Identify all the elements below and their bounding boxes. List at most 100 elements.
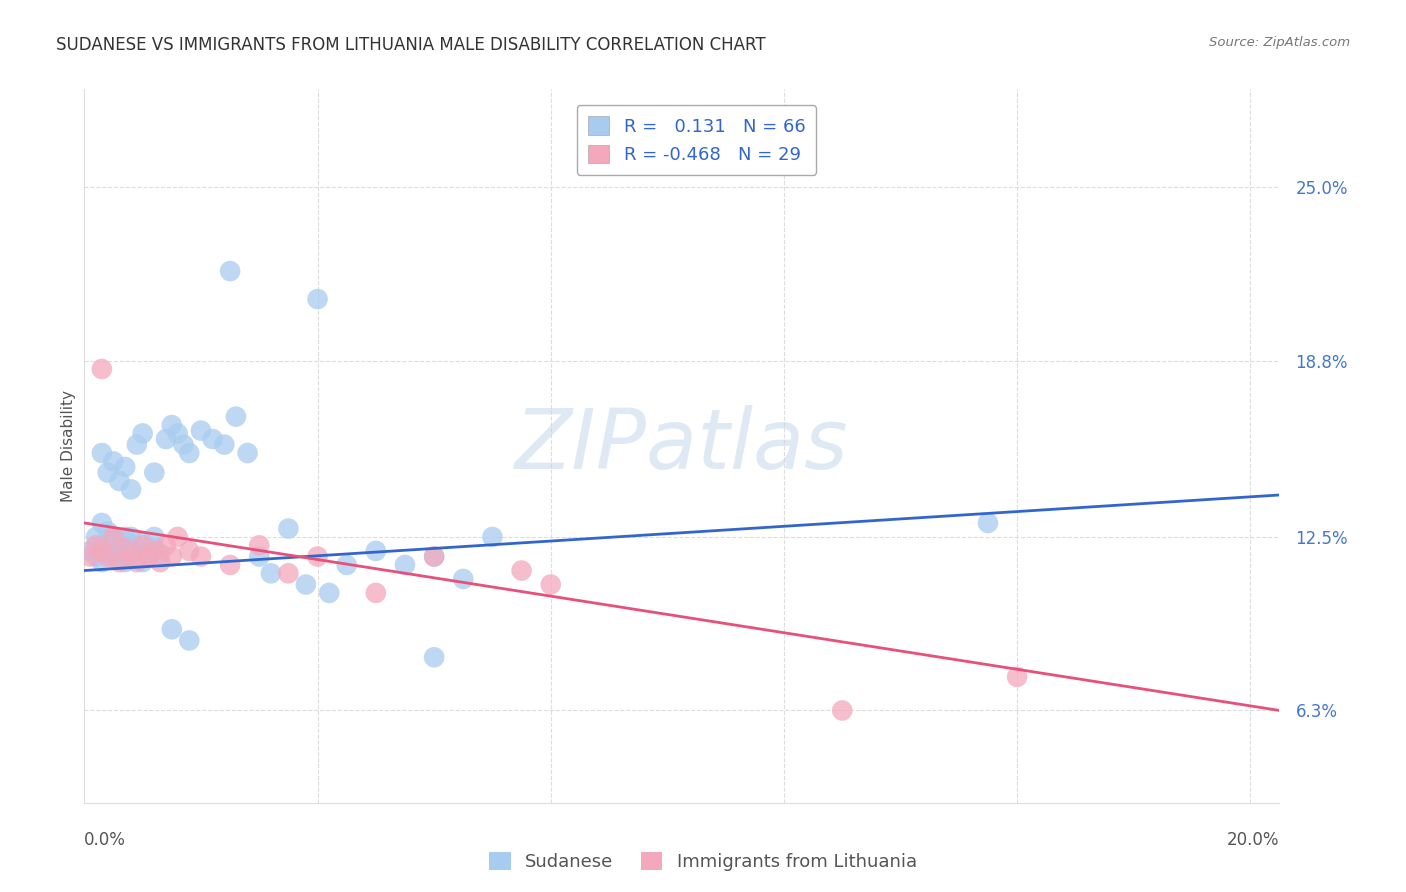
Point <box>214 437 236 451</box>
Point <box>125 541 148 556</box>
Point <box>114 530 136 544</box>
Point <box>90 446 112 460</box>
Point <box>90 362 112 376</box>
Point <box>423 549 446 564</box>
Point <box>423 549 446 564</box>
Point <box>481 530 503 544</box>
Point <box>247 538 270 552</box>
Point <box>114 555 136 569</box>
Point <box>219 558 242 572</box>
Point <box>103 541 125 556</box>
Point <box>79 549 101 564</box>
Text: SUDANESE VS IMMIGRANTS FROM LITHUANIA MALE DISABILITY CORRELATION CHART: SUDANESE VS IMMIGRANTS FROM LITHUANIA MA… <box>56 36 766 54</box>
Point <box>97 538 120 552</box>
Point <box>149 555 172 569</box>
Point <box>103 454 125 468</box>
Point <box>120 549 142 564</box>
Point <box>90 544 112 558</box>
Y-axis label: Male Disability: Male Disability <box>60 390 76 502</box>
Point <box>225 409 247 424</box>
Point <box>190 549 212 564</box>
Point <box>125 547 148 561</box>
Point <box>114 541 136 556</box>
Point <box>143 544 166 558</box>
Point <box>84 530 107 544</box>
Point <box>247 549 270 564</box>
Point <box>318 586 340 600</box>
Point <box>84 538 107 552</box>
Point <box>295 577 318 591</box>
Point <box>201 432 224 446</box>
Point <box>108 547 131 561</box>
Point <box>179 633 201 648</box>
Point <box>453 572 475 586</box>
Point <box>160 549 183 564</box>
Point <box>90 538 112 552</box>
Point <box>120 538 142 552</box>
Point <box>160 622 183 636</box>
Point <box>155 432 177 446</box>
Point <box>125 555 148 569</box>
Point <box>108 552 131 566</box>
Point <box>97 547 120 561</box>
Point <box>172 437 194 451</box>
Point <box>364 586 387 600</box>
Point <box>143 530 166 544</box>
Point <box>219 264 242 278</box>
Point <box>831 703 853 717</box>
Point <box>131 535 153 549</box>
Point <box>103 530 125 544</box>
Point <box>540 577 562 591</box>
Point <box>79 544 101 558</box>
Legend: R =   0.131   N = 66, R = -0.468   N = 29: R = 0.131 N = 66, R = -0.468 N = 29 <box>576 105 817 175</box>
Point <box>364 544 387 558</box>
Point <box>277 522 299 536</box>
Point <box>108 474 131 488</box>
Point <box>108 535 131 549</box>
Point <box>114 544 136 558</box>
Point <box>143 541 166 556</box>
Point <box>97 466 120 480</box>
Point <box>120 530 142 544</box>
Point <box>114 460 136 475</box>
Point <box>179 446 201 460</box>
Point <box>307 292 329 306</box>
Point <box>190 424 212 438</box>
Point <box>108 555 131 569</box>
Text: ZIPatlas: ZIPatlas <box>515 406 849 486</box>
Text: Source: ZipAtlas.com: Source: ZipAtlas.com <box>1209 36 1350 49</box>
Point <box>97 549 120 564</box>
Point <box>236 446 259 460</box>
Point <box>138 544 160 558</box>
Point <box>103 533 125 547</box>
Text: 0.0%: 0.0% <box>84 831 127 849</box>
Point <box>149 547 172 561</box>
Point <box>125 437 148 451</box>
Point <box>394 558 416 572</box>
Point <box>90 516 112 530</box>
Point <box>90 555 112 569</box>
Point <box>138 549 160 564</box>
Point <box>307 549 329 564</box>
Point <box>977 516 1000 530</box>
Point <box>155 538 177 552</box>
Point <box>131 426 153 441</box>
Point <box>84 549 107 564</box>
Legend: Sudanese, Immigrants from Lithuania: Sudanese, Immigrants from Lithuania <box>482 845 924 879</box>
Point <box>423 650 446 665</box>
Point <box>510 564 533 578</box>
Point <box>1005 670 1028 684</box>
Point <box>260 566 283 581</box>
Point <box>179 544 201 558</box>
Point <box>131 555 153 569</box>
Point <box>120 483 142 497</box>
Point <box>103 549 125 564</box>
Point <box>166 530 188 544</box>
Point <box>143 466 166 480</box>
Point <box>277 566 299 581</box>
Point <box>138 549 160 564</box>
Point <box>120 549 142 564</box>
Text: 20.0%: 20.0% <box>1227 831 1279 849</box>
Point <box>336 558 359 572</box>
Point <box>160 417 183 432</box>
